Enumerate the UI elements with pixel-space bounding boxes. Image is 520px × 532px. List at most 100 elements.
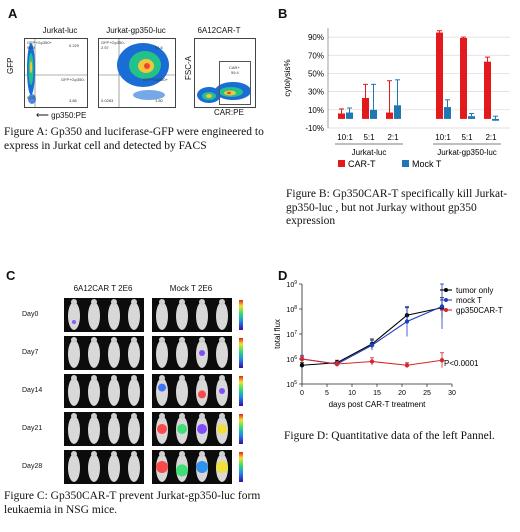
chart-d-point (369, 359, 375, 364)
chart-d-ytick: 108 (286, 305, 297, 314)
mouse-body (128, 454, 140, 482)
chart-d-ytick: 105 (286, 380, 297, 389)
facs-plot-car-t: CAR+ 59.4 (194, 38, 256, 108)
chart-d-legend-label: mock T (456, 296, 482, 305)
mouse-head (111, 375, 117, 381)
chart-d-point (439, 358, 445, 363)
mouse-image (152, 412, 232, 446)
bioluminescence-signal (156, 461, 168, 473)
chart-b-bar (346, 112, 353, 119)
mouse-body (108, 302, 120, 330)
chart-b-bar (394, 105, 401, 119)
facs-plot-jurkat-gp350-luc: GFP+Gp350- 2.57 91.6 GFP+Gp350+ 0.0283 1… (98, 38, 176, 108)
mouse-body (88, 454, 100, 482)
mouse-body (68, 302, 80, 330)
mouse-head (131, 413, 137, 419)
mouse-head (159, 299, 165, 305)
mouse-head (91, 375, 97, 381)
mouse-head (111, 337, 117, 343)
mouse-head (179, 375, 185, 381)
chart-d-legend-label: tumor only (456, 286, 493, 295)
chart-b-group-label: Jurkat-luc (352, 148, 387, 157)
chart-b-xtick: 10:1 (337, 133, 353, 142)
mouse-body (176, 378, 188, 406)
mouse-body (216, 340, 228, 368)
panel-c-label: C (6, 268, 16, 283)
facs-title-1: Jurkat-luc (42, 26, 78, 35)
mouse-head (199, 451, 205, 457)
mouse-head (219, 375, 225, 381)
chart-d-pvalue: P<0.0001 (444, 359, 479, 368)
mouse-body (128, 302, 140, 330)
chart-b-ytick: 90% (308, 33, 324, 42)
chart-b-bar (338, 113, 345, 119)
mouse-body (128, 340, 140, 368)
panel-d-label: D (278, 268, 288, 283)
mouse-head (199, 337, 205, 343)
mouse-head (219, 299, 225, 305)
chart-d-xtick: 0 (300, 390, 304, 397)
chart-b-bar (362, 98, 369, 119)
chart-b-legend-label: CAR-T (348, 159, 376, 169)
day-label: Day7 (22, 349, 39, 356)
mouse-body (156, 302, 168, 330)
mouse-body (108, 340, 120, 368)
mouse-body (196, 302, 208, 330)
chart-b-bar (370, 109, 377, 119)
mouse-head (199, 299, 205, 305)
chart-d-ylabel: total flux (273, 319, 282, 349)
chart-b-ytick: 10% (308, 106, 324, 115)
group-label-mock: Mock T 2E6 (169, 284, 213, 293)
facs-ylabel-gfp: GFP (6, 57, 15, 74)
mouse-head (111, 299, 117, 305)
chart-d-ytick: 106 (286, 355, 297, 364)
mouse-head (159, 375, 165, 381)
chart-b-group-label: Jurkat-gp350-luc (437, 148, 497, 157)
mouse-head (91, 413, 97, 419)
mouse-image (152, 450, 232, 484)
group-label-car: 6A12CAR T 2E6 (73, 284, 133, 293)
chart-d-point (369, 343, 375, 348)
facs-title-3: 6A12CAR-T (197, 26, 241, 35)
chart-d-ytick: 107 (286, 330, 297, 339)
mouse-head (71, 337, 77, 343)
chart-d-xlabel: days post CAR-T treatment (329, 400, 427, 409)
mouse-head (111, 451, 117, 457)
chart-d-legend-marker (444, 288, 448, 292)
bioluminescence-signal (219, 388, 225, 394)
mouse-head (131, 451, 137, 457)
mouse-body (88, 340, 100, 368)
panel-b-label: B (278, 6, 288, 21)
mouse-image (64, 374, 144, 408)
mouse-body (88, 302, 100, 330)
bioluminescence-signal (217, 424, 227, 434)
chart-b-bar (468, 116, 475, 119)
mouse-head (179, 299, 185, 305)
chart-b-cytolysis: 90% 70% 50% 30% 10% -10% cytolysis% 10:1 5:1 2:1 1… (283, 28, 510, 169)
day-label: Day14 (22, 387, 43, 394)
bioluminescence-signal (176, 464, 188, 477)
facs-xlabel-car: CAR:PE (214, 108, 244, 117)
chart-b-ytick: -10% (305, 124, 324, 133)
mouse-image (64, 336, 144, 370)
chart-b-xtick: 5:1 (461, 133, 473, 142)
mouse-body (68, 454, 80, 482)
mouse-body (88, 378, 100, 406)
chart-d-legend-label: gp350CAR-T (456, 306, 503, 315)
mouse-head (71, 451, 77, 457)
mouse-image (152, 336, 232, 370)
chart-d-point (404, 319, 410, 324)
day-label: Day0 (22, 311, 39, 318)
bioluminescence-signal (199, 350, 205, 356)
bioluminescence-signal (196, 461, 208, 473)
facs-xlabel-text: gp350:PE (51, 111, 87, 120)
mouse-body (108, 416, 120, 444)
chart-d-point (334, 361, 340, 367)
chart-b-bar (386, 112, 393, 119)
chart-d-point (439, 304, 445, 309)
chart-d-point (299, 356, 305, 362)
mouse-head (91, 337, 97, 343)
chart-b-ylabel: cytolysis% (283, 59, 292, 96)
caption-a: Figure A: Gp350 and luciferase-GFP were … (4, 126, 264, 152)
chart-d-legend-marker (444, 308, 448, 312)
